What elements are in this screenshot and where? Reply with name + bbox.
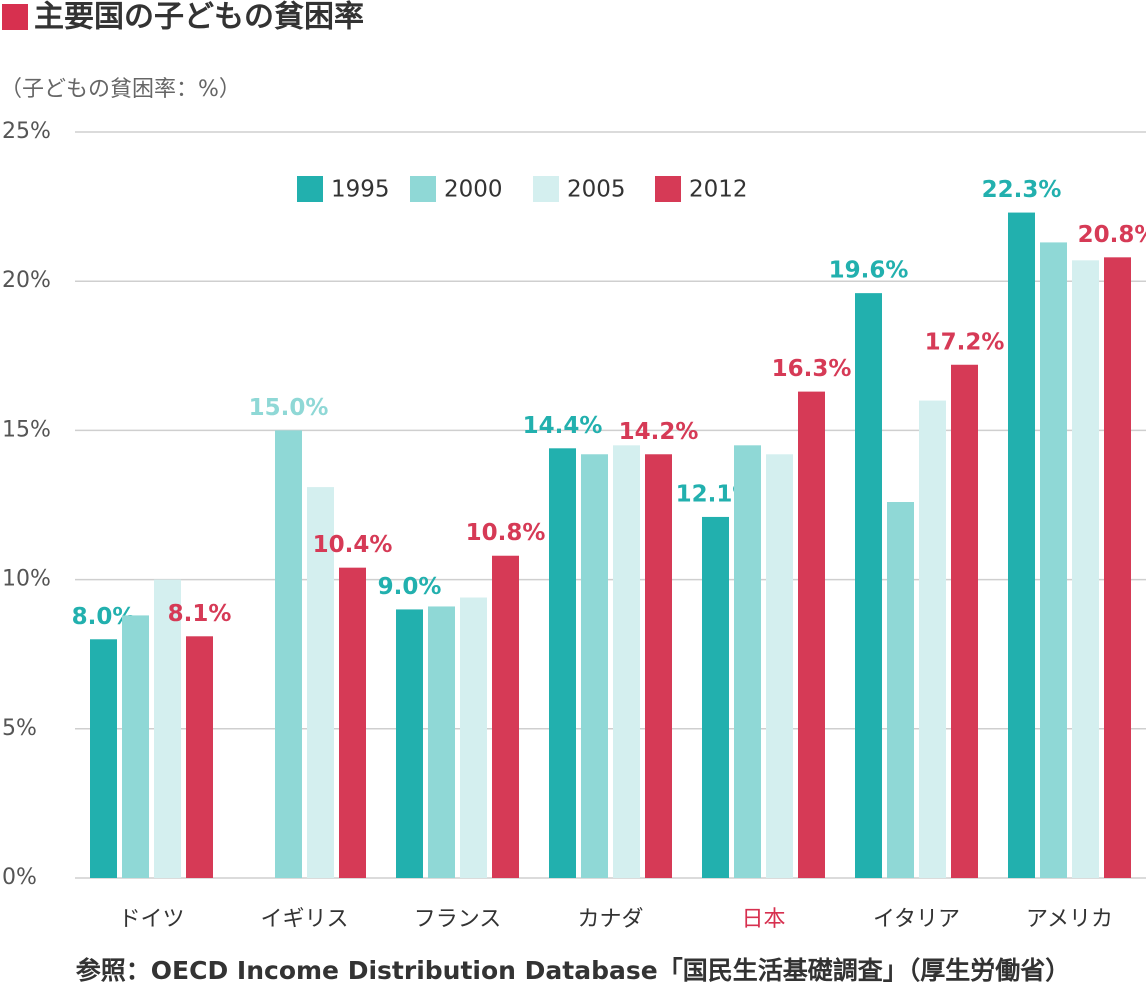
legend-swatch <box>410 176 436 202</box>
data-label: 19.6% <box>829 258 909 284</box>
bar <box>460 598 487 878</box>
chart-title: 主要国の子どもの貧困率 <box>34 0 364 35</box>
data-label: 14.4% <box>523 413 603 439</box>
x-tick-label: アメリカ <box>1026 907 1113 932</box>
legend-label: 2005 <box>567 177 626 203</box>
legend-swatch <box>297 176 323 202</box>
data-label: 10.4% <box>313 532 393 558</box>
legend-label: 1995 <box>331 177 390 203</box>
bar <box>339 568 366 878</box>
data-label: 15.0% <box>249 395 329 421</box>
bar <box>919 401 946 878</box>
data-label: 10.8% <box>466 520 546 546</box>
x-tick-label: カナダ <box>577 907 643 932</box>
title-marker <box>2 4 28 30</box>
y-tick-label: 10% <box>2 567 51 592</box>
x-tick-label: フランス <box>414 907 502 932</box>
bar <box>549 448 576 878</box>
legend-label: 2012 <box>689 177 748 203</box>
source: 参照：OECD Income Distribution Database「国民生… <box>76 956 1070 985</box>
x-tick-label: ドイツ <box>118 907 184 932</box>
data-label: 16.3% <box>772 356 852 382</box>
bar <box>90 639 117 878</box>
data-label: 8.1% <box>168 601 232 627</box>
y-tick-label: 20% <box>2 268 51 293</box>
bar <box>122 615 149 878</box>
bar <box>275 430 302 878</box>
y-tick-label: 0% <box>2 865 37 890</box>
legend-label: 2000 <box>444 177 503 203</box>
y-tick-label: 5% <box>2 716 37 741</box>
legend-swatch <box>655 176 681 202</box>
bar <box>798 392 825 878</box>
data-label: 20.8% <box>1078 222 1146 248</box>
y-tick-label: 25% <box>2 119 51 144</box>
y-axis-label: （子どもの貧困率：%） <box>0 77 241 102</box>
bar <box>492 556 519 878</box>
bar <box>1008 213 1035 878</box>
bar <box>428 606 455 878</box>
bar <box>1104 257 1131 878</box>
bar <box>855 293 882 878</box>
bar <box>581 454 608 878</box>
bar <box>613 445 640 878</box>
x-tick-label: イタリア <box>873 907 960 932</box>
bar <box>1072 260 1099 878</box>
bar <box>1040 242 1067 878</box>
data-label: 9.0% <box>378 574 442 600</box>
data-label: 14.2% <box>619 419 699 445</box>
bar <box>645 454 672 878</box>
x-tick-label: イギリス <box>260 907 348 932</box>
bar <box>186 636 213 878</box>
legend-swatch <box>533 176 559 202</box>
data-label: 17.2% <box>925 329 1005 355</box>
bar <box>734 445 761 878</box>
bar <box>887 502 914 878</box>
x-tick-label: 日本 <box>741 907 785 932</box>
y-tick-label: 15% <box>2 417 51 442</box>
bar <box>766 454 793 878</box>
bar <box>702 517 729 878</box>
bar <box>396 609 423 878</box>
bar <box>951 365 978 878</box>
data-label: 22.3% <box>982 177 1062 203</box>
